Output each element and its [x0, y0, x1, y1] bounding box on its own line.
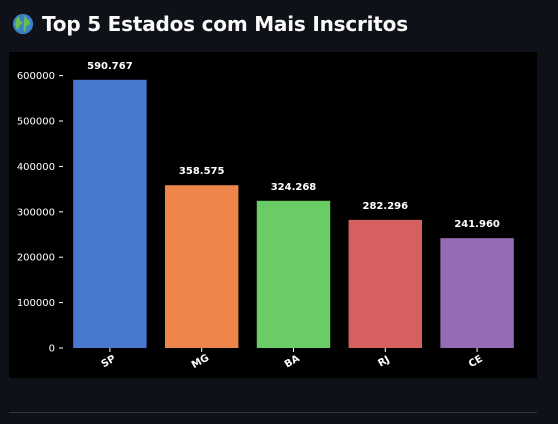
- bars: 590.767 358.575 324.268 282.296 241.960: [73, 61, 514, 348]
- y-tick-label: 500000: [17, 117, 55, 128]
- bar-ba: [256, 200, 331, 348]
- bar-ce: [440, 238, 514, 348]
- bar-chart: 0 100000 200000 300000 400000 500000 600000 59…: [9, 52, 537, 378]
- x-tick-label: SP: [100, 353, 118, 370]
- x-tick-label: RJ: [376, 354, 391, 369]
- bar-mg: [164, 185, 239, 348]
- y-tick-label: 200000: [17, 253, 55, 264]
- bar-value-label: 324.268: [271, 182, 317, 193]
- x-axis: SP MG BA RJ CE: [100, 348, 485, 371]
- y-tick-label: 600000: [17, 71, 55, 82]
- globe-icon: [12, 13, 34, 35]
- chart-header: Top 5 Estados com Mais Inscritos: [12, 12, 408, 36]
- bar-value-label: 241.960: [454, 219, 500, 230]
- bar-chart-svg: 0 100000 200000 300000 400000 500000 600000 59…: [17, 61, 514, 371]
- x-tick-label: CE: [467, 353, 485, 370]
- bar-value-label: 358.575: [179, 166, 225, 177]
- y-tick-label: 0: [49, 344, 55, 355]
- y-tick-label: 300000: [17, 207, 55, 218]
- page-title: Top 5 Estados com Mais Inscritos: [42, 12, 408, 36]
- bar-value-label: 590.767: [87, 61, 133, 72]
- bar-value-label: 282.296: [363, 201, 409, 212]
- x-tick-label: MG: [190, 353, 211, 372]
- divider: [9, 412, 537, 413]
- y-axis: 0 100000 200000 300000 400000 500000 600000: [17, 71, 63, 355]
- bar-sp: [73, 79, 147, 348]
- y-tick-label: 100000: [17, 298, 55, 309]
- x-tick-label: BA: [283, 353, 302, 370]
- bar-rj: [348, 219, 423, 348]
- y-tick-label: 400000: [17, 162, 55, 173]
